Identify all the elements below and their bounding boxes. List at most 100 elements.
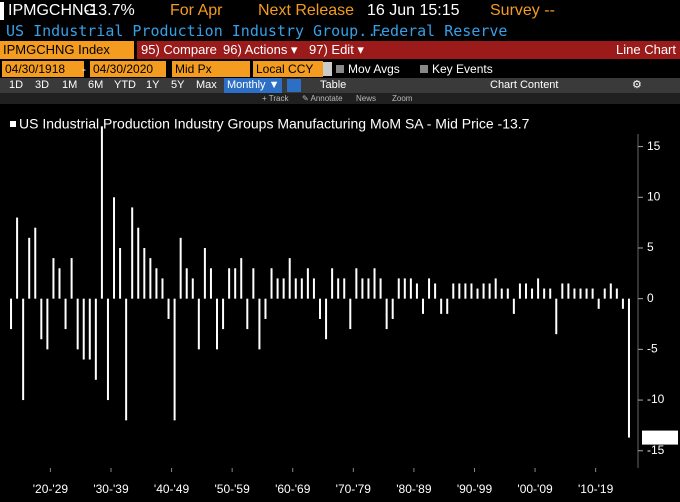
- bar: [531, 288, 534, 299]
- bar: [191, 278, 194, 299]
- bar: [131, 207, 134, 299]
- bar: [621, 298, 624, 309]
- bar: [476, 288, 479, 299]
- bar: [10, 298, 13, 330]
- bar: [88, 298, 91, 360]
- settings-bar: 04/30/1918 - 04/30/2020 Mid Px Local CCY…: [0, 61, 680, 77]
- legend-marker: [10, 121, 16, 127]
- mov-avgs[interactable]: Mov Avgs: [348, 62, 400, 76]
- next-release: 16 Jun 15:15: [367, 2, 460, 19]
- bar: [470, 283, 473, 299]
- next-release-label: Next Release: [258, 2, 355, 19]
- range[interactable]: Max: [196, 79, 217, 91]
- currency-field[interactable]: Local CCY: [253, 61, 323, 77]
- bar: [421, 298, 424, 314]
- settings-gear[interactable]: ⚙: [632, 79, 642, 91]
- bar: [379, 278, 382, 299]
- range[interactable]: 1D: [9, 79, 24, 91]
- price-field[interactable]: Mid Px: [172, 61, 250, 77]
- bar: [82, 298, 85, 360]
- bar: [458, 283, 461, 299]
- tool[interactable]: + Track: [262, 94, 289, 103]
- bar: [185, 268, 188, 299]
- range[interactable]: 5Y: [171, 79, 185, 91]
- bar: [349, 298, 352, 330]
- bar: [246, 298, 249, 330]
- bar: [355, 268, 358, 299]
- checkbox[interactable]: [420, 65, 428, 73]
- bar: [222, 298, 225, 330]
- bar: [64, 298, 67, 330]
- bar: [524, 283, 527, 299]
- start-date[interactable]: 04/30/1918: [2, 61, 84, 77]
- compare-button[interactable]: 95) Compare: [137, 41, 221, 59]
- range[interactable]: 1Y: [146, 79, 160, 91]
- y-tick-label: 0: [647, 291, 654, 305]
- chart: US Industrial Production Industry Groups…: [10, 116, 678, 496]
- x-tick-label: '90-'99: [457, 482, 493, 496]
- bar: [288, 258, 291, 299]
- end-date[interactable]: 04/30/2020: [90, 61, 166, 77]
- bar: [94, 298, 97, 380]
- bar: [143, 247, 146, 299]
- bar: [579, 288, 582, 299]
- bar: [240, 258, 243, 299]
- bar: [591, 288, 594, 299]
- chart-icon[interactable]: [287, 79, 301, 92]
- x-tick-label: '70-'79: [336, 482, 372, 496]
- chart-content[interactable]: Chart Content: [490, 79, 559, 91]
- tool[interactable]: ✎ Annotate: [302, 94, 343, 103]
- bar: [573, 288, 576, 299]
- security[interactable]: IPMGCHNG Index: [0, 41, 134, 59]
- bar: [597, 298, 600, 309]
- bar: [137, 227, 140, 299]
- bar: [113, 197, 116, 299]
- range[interactable]: YTD: [114, 79, 136, 91]
- bar: [397, 278, 400, 299]
- bar: [203, 247, 206, 299]
- key-events[interactable]: Key Events: [432, 62, 493, 76]
- dropdown[interactable]: [323, 62, 332, 76]
- tool[interactable]: Zoom: [392, 94, 413, 103]
- frequency[interactable]: Monthly ▼: [224, 78, 283, 93]
- bar: [40, 298, 43, 340]
- bar: [343, 278, 346, 299]
- bar: [58, 268, 61, 299]
- range-bar: 1D 3D 1M 6M YTD 1Y 5Y Max Monthly ▼ Tabl…: [0, 78, 680, 93]
- bar: [440, 298, 443, 314]
- tool[interactable]: News: [356, 94, 377, 103]
- survey: Survey --: [490, 2, 555, 19]
- last-value-label: -13.7: [645, 430, 673, 444]
- bar: [500, 288, 503, 299]
- bar: [464, 283, 467, 299]
- view-label[interactable]: Line Chart: [368, 41, 680, 59]
- bar: [543, 288, 546, 299]
- last-value-box: [642, 430, 678, 445]
- range[interactable]: 6M: [88, 79, 104, 91]
- bar: [391, 298, 394, 319]
- bar: [149, 258, 152, 299]
- x-tick-label: '10-'19: [578, 482, 614, 496]
- range[interactable]: 1M: [62, 79, 78, 91]
- bar: [567, 283, 570, 299]
- actions-button[interactable]: 96) Actions ▾: [219, 41, 307, 59]
- edit-button[interactable]: 97) Edit ▾: [305, 41, 371, 59]
- checkbox[interactable]: [336, 65, 344, 73]
- bar: [585, 288, 588, 299]
- period: For Apr: [170, 2, 223, 19]
- bar: [367, 278, 370, 299]
- quote-line: IPMGCHNG -13.7% For Apr Next Release 16 …: [0, 0, 680, 22]
- bar: [549, 288, 552, 299]
- bar: [70, 258, 73, 299]
- bar: [125, 298, 128, 421]
- y-tick-label: -15: [647, 443, 665, 457]
- table-button[interactable]: Table: [320, 79, 347, 91]
- bar: [209, 268, 212, 299]
- range[interactable]: 3D: [35, 79, 50, 91]
- source: Federal Reserve: [372, 22, 508, 40]
- y-tick-label: -10: [647, 392, 665, 406]
- bar: [52, 258, 55, 299]
- x-tick-label: '30-'39: [93, 482, 129, 496]
- bar: [415, 283, 418, 299]
